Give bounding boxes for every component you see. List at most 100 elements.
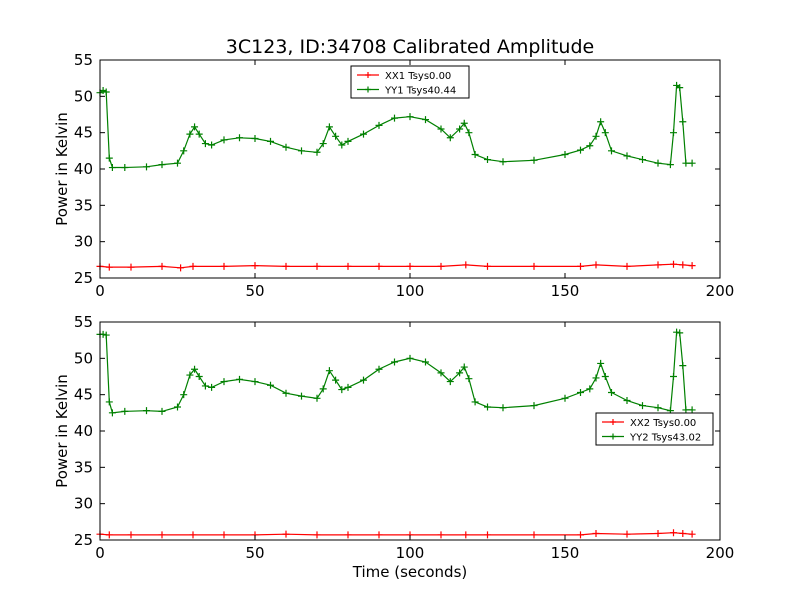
x-tick-label: 150 <box>551 282 580 300</box>
data-point <box>251 134 259 142</box>
legend-marker <box>610 433 616 440</box>
data-point <box>670 129 677 137</box>
data-point <box>191 123 199 131</box>
y-axis-label: Power in Kelvin <box>53 112 71 226</box>
data-point <box>437 125 445 133</box>
data-point <box>499 158 507 166</box>
y-tick-label: 30 <box>74 495 93 513</box>
y-tick-label: 55 <box>74 51 93 69</box>
y-tick-label: 45 <box>74 386 93 404</box>
data-point <box>471 398 479 406</box>
data-point <box>201 140 209 148</box>
data-point <box>180 391 188 399</box>
data-point <box>360 376 367 384</box>
data-point <box>220 262 228 270</box>
data-point <box>601 129 609 137</box>
data-point <box>282 143 290 151</box>
data-point <box>676 84 684 92</box>
legend: XX2 Tsys0.00 YY2 Tsys43.02 <box>595 412 714 446</box>
data-point <box>298 392 305 400</box>
data-point <box>484 156 491 164</box>
data-point <box>422 358 429 366</box>
data-point <box>676 329 684 337</box>
data-point <box>654 261 662 269</box>
data-point <box>282 530 290 538</box>
data-point <box>282 389 290 397</box>
data-point <box>313 148 321 156</box>
legend-label: XX2 Tsys0.00 <box>630 418 696 429</box>
legend-label: YY2 Tsys43.02 <box>629 433 701 444</box>
data-point <box>338 141 346 149</box>
data-point <box>437 262 445 270</box>
x-tick-label: 200 <box>706 282 735 300</box>
data-point <box>670 529 677 537</box>
data-point <box>105 531 113 539</box>
data-point <box>108 409 116 417</box>
data-point <box>623 262 631 270</box>
y-tick-label: 45 <box>74 124 93 142</box>
data-point <box>325 367 333 375</box>
data-point <box>406 262 414 270</box>
series-2 <box>96 328 696 417</box>
data-point <box>592 261 600 269</box>
data-point <box>688 159 696 167</box>
legend-label: YY1 Tsys40.44 <box>384 86 456 97</box>
x-tick-label: 100 <box>396 544 425 562</box>
data-point <box>102 88 110 96</box>
data-point <box>437 531 445 539</box>
data-point <box>375 531 383 539</box>
y-tick-label: 25 <box>74 269 93 287</box>
data-point <box>670 373 677 380</box>
legend-marker <box>610 419 616 425</box>
data-point <box>220 136 228 144</box>
data-point <box>375 121 383 129</box>
data-point <box>158 531 166 539</box>
data-point <box>127 263 135 271</box>
data-point <box>422 116 429 124</box>
data-point <box>174 159 181 167</box>
data-point <box>462 531 470 539</box>
data-point <box>561 394 569 402</box>
data-point <box>102 331 110 339</box>
data-point <box>679 362 687 370</box>
y-tick-label: 50 <box>74 349 93 367</box>
y-tick-label: 35 <box>74 458 93 476</box>
data-point <box>267 137 274 145</box>
data-point <box>465 129 473 137</box>
data-point <box>108 164 116 172</box>
legend-box <box>595 412 714 446</box>
y-tick-label: 50 <box>74 87 93 105</box>
data-point <box>344 383 352 391</box>
chart-title: 3C123, ID:34708 Calibrated Amplitude <box>226 36 594 58</box>
data-point <box>639 156 646 164</box>
y-axis-label: Power in Kelvin <box>53 374 71 488</box>
series-line <box>99 263 693 269</box>
data-point <box>688 530 696 538</box>
series-line <box>99 532 693 536</box>
data-point <box>688 262 696 270</box>
y-tick-label: 40 <box>74 160 93 178</box>
data-point <box>623 530 631 538</box>
data-point <box>673 328 681 336</box>
x-tick-label: 200 <box>706 544 735 562</box>
data-point <box>484 403 491 411</box>
data-point <box>344 531 352 539</box>
data-point <box>201 382 209 390</box>
data-point <box>592 529 600 537</box>
x-tick-label: 100 <box>396 282 425 300</box>
data-point <box>313 262 321 270</box>
data-point <box>462 261 470 269</box>
data-point <box>189 262 197 270</box>
data-point <box>186 130 194 138</box>
data-point <box>586 142 594 150</box>
x-tick-label: 50 <box>245 544 264 562</box>
data-point <box>577 531 584 539</box>
data-point <box>158 262 166 270</box>
data-point <box>332 132 340 140</box>
data-point <box>180 147 188 155</box>
data-point <box>446 378 454 386</box>
data-point <box>143 407 150 415</box>
y-tick-label: 25 <box>74 531 93 549</box>
data-point <box>344 137 352 145</box>
data-point <box>530 262 538 270</box>
